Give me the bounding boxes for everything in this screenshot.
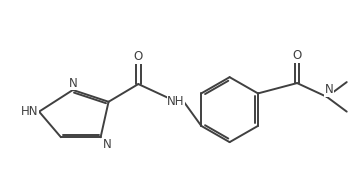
Text: N: N (325, 83, 333, 96)
Text: N: N (103, 138, 112, 151)
Text: O: O (134, 50, 143, 63)
Text: N: N (69, 77, 77, 90)
Text: HN: HN (21, 105, 38, 118)
Text: NH: NH (167, 95, 185, 108)
Text: O: O (292, 49, 302, 62)
